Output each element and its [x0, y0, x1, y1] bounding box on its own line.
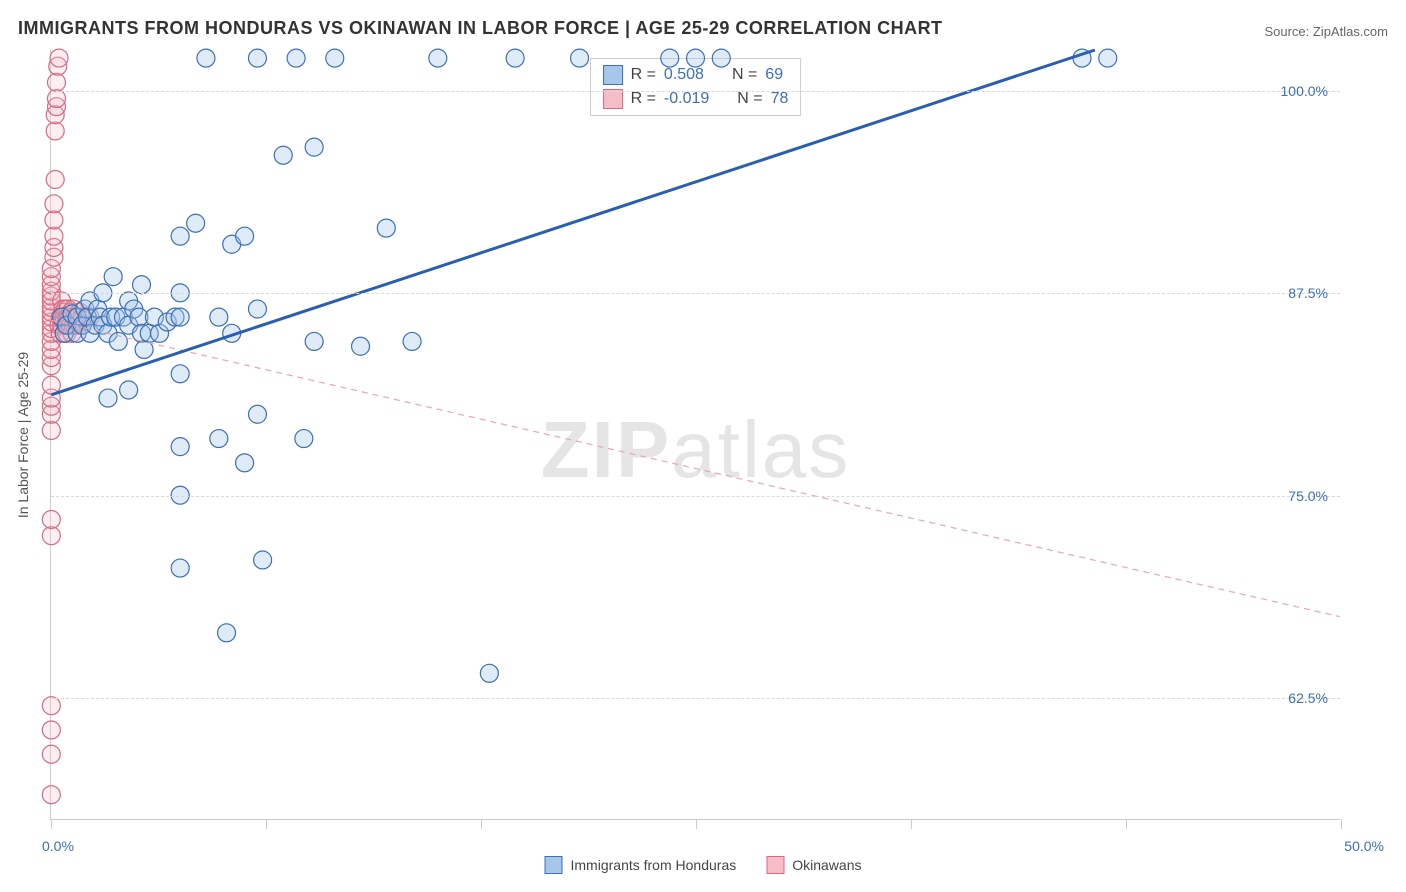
trendline-honduras	[51, 50, 1095, 395]
point-okinawans	[42, 721, 60, 739]
point-honduras	[295, 430, 313, 448]
x-tick	[696, 819, 697, 829]
point-honduras	[687, 49, 705, 67]
point-honduras	[352, 337, 370, 355]
chart-title: IMMIGRANTS FROM HONDURAS VS OKINAWAN IN …	[18, 18, 943, 39]
source-value: ZipAtlas.com	[1313, 24, 1388, 39]
y-tick-label: 100.0%	[1281, 83, 1328, 99]
point-honduras	[248, 49, 266, 67]
x-tick	[1341, 819, 1342, 829]
point-honduras	[104, 268, 122, 286]
point-honduras	[571, 49, 589, 67]
point-honduras	[429, 49, 447, 67]
chart-svg	[51, 50, 1340, 819]
point-honduras	[712, 49, 730, 67]
plot-area: In Labor Force | Age 25-29 ZIPatlas R = …	[50, 50, 1340, 820]
bottom-label-honduras: Immigrants from Honduras	[571, 857, 737, 873]
point-honduras	[109, 332, 127, 350]
point-honduras	[403, 332, 421, 350]
gridline	[51, 496, 1340, 497]
point-honduras	[210, 430, 228, 448]
point-honduras	[506, 49, 524, 67]
source-prefix: Source:	[1264, 24, 1312, 39]
point-okinawans	[46, 122, 64, 140]
point-okinawans	[50, 49, 68, 67]
source-label: Source: ZipAtlas.com	[1264, 24, 1388, 39]
x-tick	[911, 819, 912, 829]
point-honduras	[254, 551, 272, 569]
gridline	[51, 293, 1340, 294]
bottom-label-okinawans: Okinawans	[792, 857, 861, 873]
point-okinawans	[42, 745, 60, 763]
point-okinawans	[45, 211, 63, 229]
point-honduras	[248, 300, 266, 318]
point-okinawans	[48, 73, 66, 91]
point-honduras	[377, 219, 395, 237]
y-tick-label: 62.5%	[1288, 690, 1328, 706]
point-honduras	[210, 308, 228, 326]
point-honduras	[1099, 49, 1117, 67]
point-okinawans	[45, 227, 63, 245]
point-honduras	[197, 49, 215, 67]
point-honduras	[305, 138, 323, 156]
point-okinawans	[42, 421, 60, 439]
point-honduras	[120, 381, 138, 399]
point-okinawans	[42, 527, 60, 545]
bottom-legend-honduras: Immigrants from Honduras	[545, 856, 737, 874]
x-tick	[51, 819, 52, 829]
bottom-swatch-honduras	[545, 856, 563, 874]
point-okinawans	[46, 171, 64, 189]
point-honduras	[99, 389, 117, 407]
point-okinawans	[48, 90, 66, 108]
point-honduras	[133, 276, 151, 294]
point-honduras	[326, 49, 344, 67]
point-honduras	[171, 438, 189, 456]
point-honduras	[248, 405, 266, 423]
point-okinawans	[42, 786, 60, 804]
x-tick	[481, 819, 482, 829]
point-okinawans	[45, 195, 63, 213]
point-honduras	[171, 559, 189, 577]
point-honduras	[187, 214, 205, 232]
y-tick-label: 75.0%	[1288, 488, 1328, 504]
x-tick	[1126, 819, 1127, 829]
point-honduras	[171, 227, 189, 245]
bottom-swatch-okinawans	[766, 856, 784, 874]
point-honduras	[171, 308, 189, 326]
x-axis-min-label: 0.0%	[42, 838, 74, 854]
y-axis-title: In Labor Force | Age 25-29	[15, 351, 31, 517]
point-honduras	[236, 454, 254, 472]
point-honduras	[274, 146, 292, 164]
gridline	[51, 698, 1340, 699]
x-axis-max-label: 50.0%	[1344, 838, 1384, 854]
gridline	[51, 91, 1340, 92]
point-honduras	[480, 664, 498, 682]
point-honduras	[305, 332, 323, 350]
bottom-legend: Immigrants from Honduras Okinawans	[545, 842, 862, 888]
bottom-legend-okinawans: Okinawans	[766, 856, 861, 874]
point-okinawans	[42, 511, 60, 529]
point-honduras	[236, 227, 254, 245]
y-tick-label: 87.5%	[1288, 285, 1328, 301]
point-honduras	[218, 624, 236, 642]
point-honduras	[287, 49, 305, 67]
point-honduras	[661, 49, 679, 67]
x-tick	[266, 819, 267, 829]
point-honduras	[171, 365, 189, 383]
